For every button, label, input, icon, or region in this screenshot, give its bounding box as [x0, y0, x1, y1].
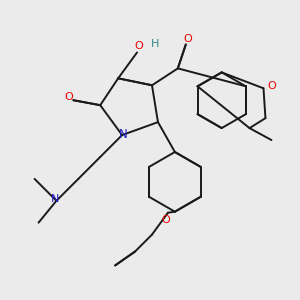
Text: O: O — [135, 41, 143, 52]
Text: N: N — [51, 194, 60, 204]
Text: O: O — [64, 92, 73, 102]
Text: O: O — [267, 81, 276, 91]
Text: O: O — [183, 34, 192, 44]
Text: N: N — [119, 128, 128, 141]
Text: O: O — [162, 215, 170, 225]
Text: H: H — [151, 40, 159, 50]
